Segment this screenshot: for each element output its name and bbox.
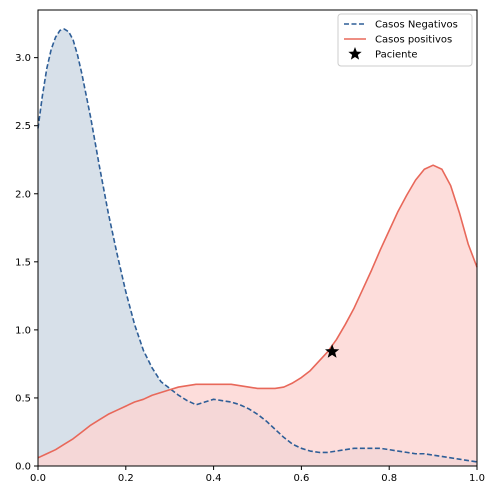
- series-line-1: [37, 28, 478, 463]
- x-tick-label: 0.2: [118, 473, 134, 484]
- y-tick-label: 3.0: [15, 53, 31, 64]
- legend-label-3: Paciente: [375, 50, 418, 61]
- series-line-2: [37, 164, 478, 459]
- y-tick-label: 1.0: [15, 325, 31, 336]
- series-fill-1: [38, 29, 477, 467]
- x-tick-label: 0.0: [30, 473, 46, 484]
- marker-layer: [325, 344, 340, 358]
- legend-label-2: Casos positivos: [375, 35, 452, 46]
- line-layer: [37, 28, 478, 463]
- legend-swatch-marker: [348, 47, 362, 60]
- y-tick-label: 0.0: [15, 462, 31, 473]
- y-tick-label: 2.0: [15, 189, 31, 200]
- y-tick-label: 1.5: [15, 257, 31, 268]
- y-tick-label: 2.5: [15, 121, 31, 132]
- legend-label-1: Casos Negativos: [375, 20, 458, 31]
- legend-box: [337, 13, 473, 67]
- plot-frame: [37, 9, 478, 467]
- patient-marker: [325, 344, 340, 358]
- axes: 0.0 0.2 0.4 0.6 0.8 1.0 0.0 0.5 1.0 1.5 2.0 2.5 3.0: [15, 9, 485, 484]
- x-tick-label: 0.4: [206, 473, 222, 484]
- fill-layer: [38, 29, 477, 467]
- legend: Casos Negativos Casos positivos Paciente: [337, 13, 473, 67]
- x-tick-label: 0.8: [381, 473, 397, 484]
- x-tick-label: 1.0: [469, 473, 485, 484]
- series-fill-2: [38, 165, 477, 466]
- y-tick-label: 0.5: [15, 393, 31, 404]
- x-tick-label: 0.6: [293, 473, 309, 484]
